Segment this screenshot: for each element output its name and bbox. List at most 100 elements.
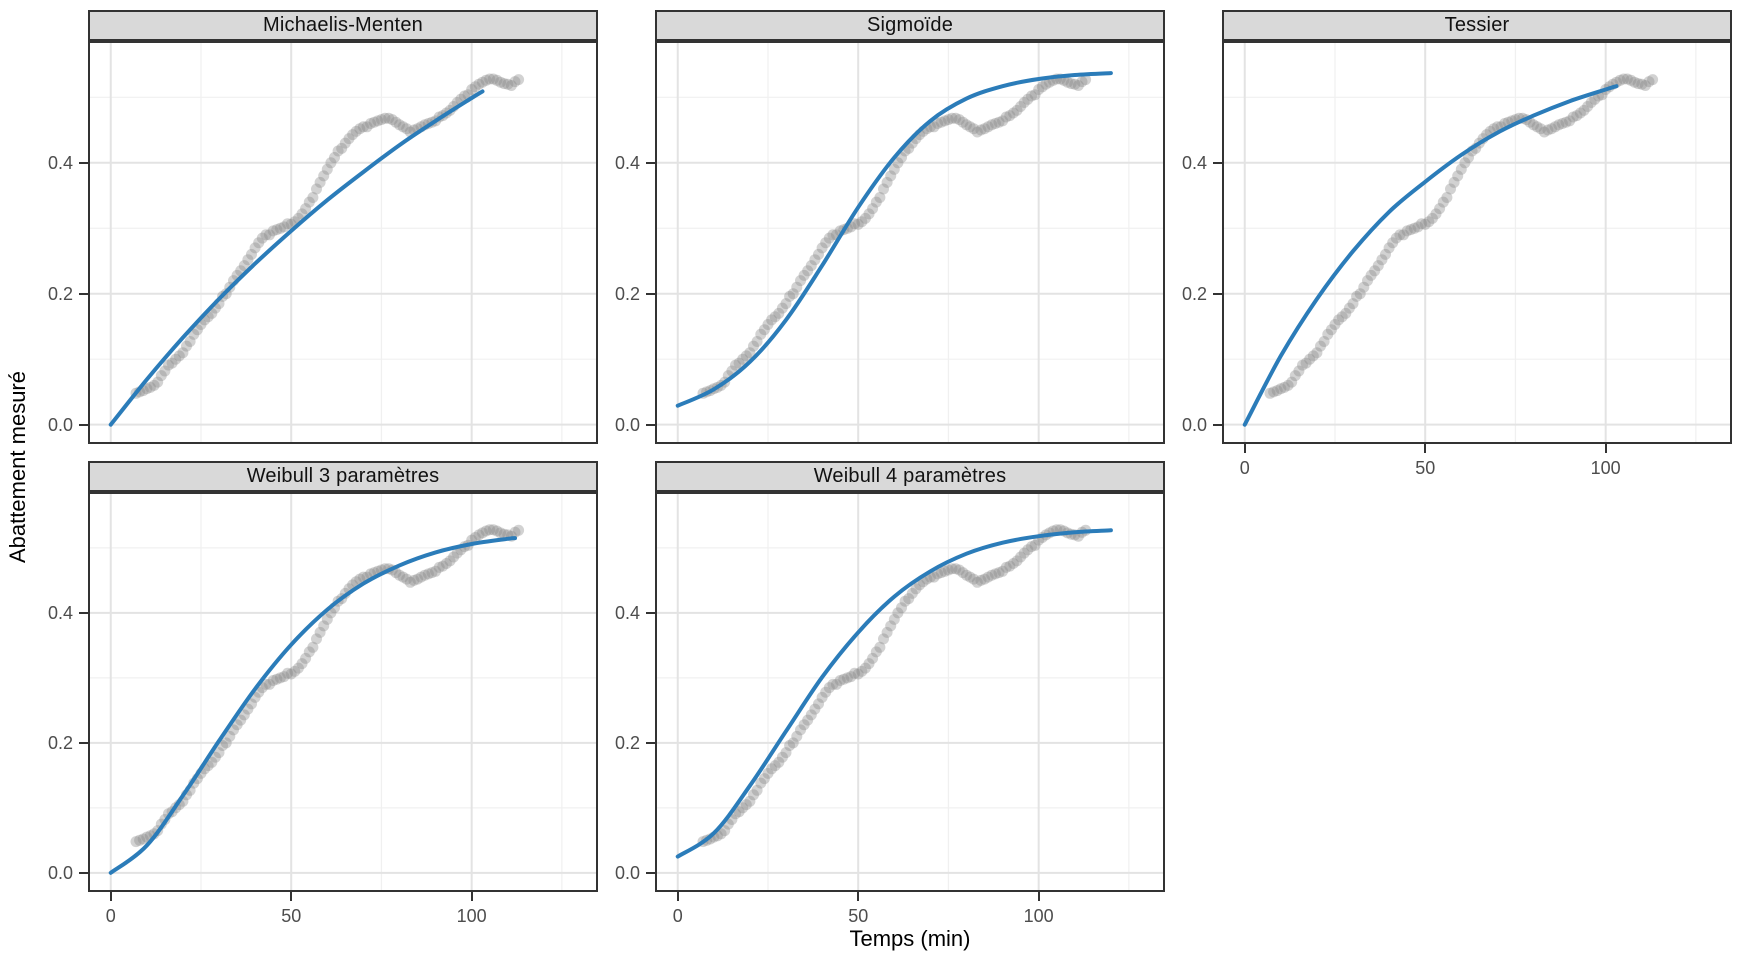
data-point: [805, 709, 817, 721]
data-point: [1380, 248, 1391, 260]
y-tick-mark: [79, 423, 88, 426]
data-point: [1033, 84, 1045, 95]
x-tick-label: 0: [1239, 458, 1250, 478]
data-point: [975, 124, 987, 136]
data-point: [975, 574, 987, 586]
data-point: [1567, 111, 1579, 123]
data-point: [939, 565, 951, 577]
data-point: [755, 328, 767, 340]
data-point: [885, 620, 897, 632]
data-point: [473, 78, 485, 90]
data-point: [166, 357, 178, 369]
data-point: [946, 563, 958, 575]
data-point: [426, 567, 438, 579]
data-point: [935, 116, 947, 128]
data-point: [982, 121, 994, 133]
y-tick-mark: [79, 292, 88, 295]
data-point: [748, 340, 759, 352]
data-point: [1538, 126, 1550, 138]
x-tick-mark: [857, 892, 860, 901]
data-point: [159, 365, 171, 377]
data-point: [134, 834, 146, 846]
data-point: [737, 802, 749, 814]
data-point: [509, 526, 521, 538]
data-point: [733, 806, 745, 818]
data-point: [307, 192, 319, 203]
data-point: [1405, 224, 1417, 236]
y-tick-mark: [646, 741, 655, 744]
data-point: [881, 176, 893, 188]
data-point: [220, 737, 232, 749]
data-point: [740, 350, 752, 362]
data-point: [1329, 319, 1341, 330]
data-point: [1549, 121, 1561, 133]
panel-background: [88, 492, 598, 892]
data-point: [1629, 76, 1640, 88]
data-point: [1318, 336, 1330, 347]
data-point: [809, 703, 821, 715]
fit-curve: [675, 528, 1113, 859]
data-point: [469, 81, 481, 93]
data-point: [1553, 119, 1565, 131]
data-point: [1268, 386, 1280, 398]
data-point: [1286, 376, 1298, 388]
data-point: [1585, 97, 1597, 108]
data-point: [357, 121, 369, 133]
x-tick-mark: [676, 892, 679, 901]
y-tick-label: 0.2: [614, 732, 640, 753]
data-point: [513, 524, 525, 536]
data-point: [982, 571, 994, 583]
data-point: [942, 114, 954, 126]
x-tick-label: 50: [848, 906, 869, 926]
data-point: [307, 641, 319, 653]
data-point: [267, 675, 279, 686]
data-point: [758, 324, 770, 336]
data-point: [1022, 544, 1034, 556]
data-point: [769, 311, 781, 323]
data-point: [311, 633, 322, 645]
data-point: [260, 229, 272, 241]
facet-panel: [88, 492, 598, 892]
panel-border: [655, 41, 1165, 444]
data-point: [1343, 302, 1355, 314]
data-point: [372, 115, 384, 127]
data-point: [242, 254, 254, 266]
data-point: [1307, 350, 1319, 362]
data-point: [1333, 314, 1345, 326]
data-point: [325, 157, 337, 169]
data-point: [813, 248, 824, 260]
data-point: [379, 112, 391, 124]
panel-border: [655, 492, 1165, 892]
panel-background: [1222, 41, 1732, 444]
data-point: [1000, 561, 1012, 573]
data-point: [318, 620, 330, 632]
facet-title: Weibull 3 paramètres: [246, 465, 440, 487]
data-point: [813, 698, 824, 710]
facet-strip: Weibull 4 paramètres: [655, 461, 1165, 492]
panel-border: [88, 492, 598, 892]
fit-curve: [108, 536, 517, 875]
data-point: [386, 114, 398, 126]
data-point: [238, 709, 250, 721]
data-point: [1531, 121, 1543, 133]
panel-background: [88, 41, 598, 444]
data-point: [1362, 275, 1373, 287]
facet-strip: Tessier: [1222, 10, 1732, 41]
data-point: [910, 583, 922, 595]
data-point: [1376, 254, 1388, 266]
data-point: [816, 242, 828, 254]
data-point: [1426, 212, 1438, 224]
data-point: [784, 740, 796, 751]
data-point: [935, 567, 947, 579]
data-point: [964, 571, 976, 583]
data-point: [1542, 124, 1554, 136]
data-point: [950, 563, 962, 575]
data-point: [397, 571, 409, 583]
data-point: [852, 668, 864, 680]
x-tick-label: 0: [105, 906, 116, 926]
x-tick-mark: [109, 892, 112, 901]
data-point: [1574, 107, 1586, 119]
data-point: [430, 565, 442, 577]
data-point: [979, 123, 990, 135]
data-point: [932, 568, 944, 580]
